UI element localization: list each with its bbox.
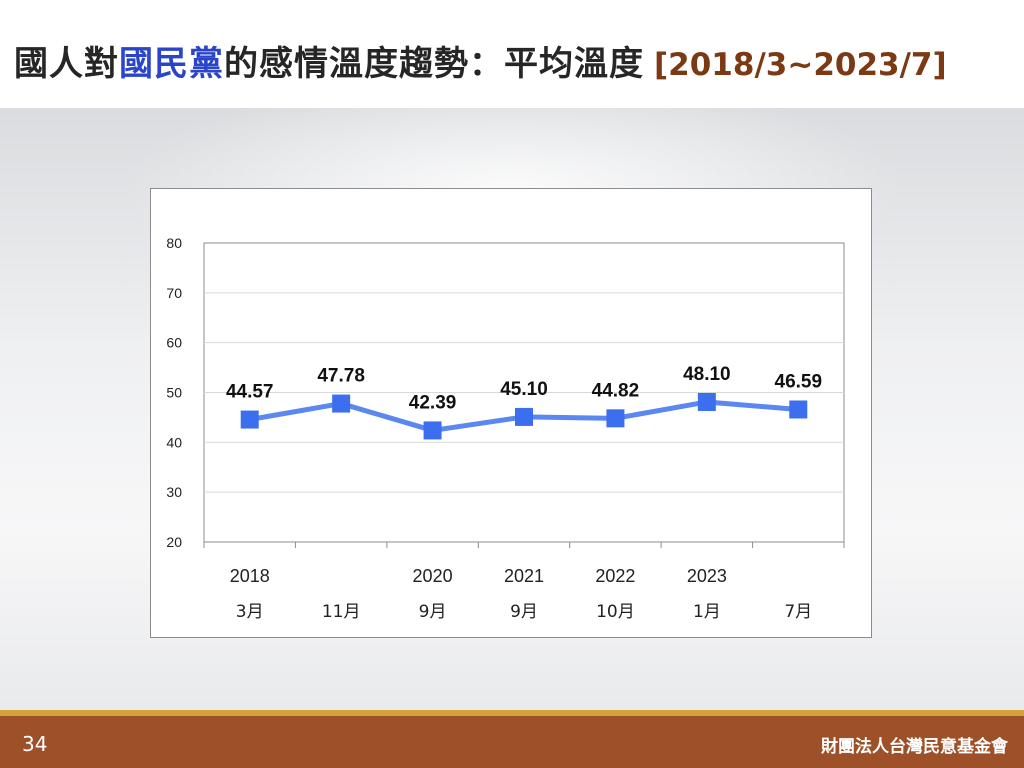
header: 國人對國民黨的感情溫度趨勢：平均溫度 [2018/3~2023/7] [0, 0, 1024, 108]
data-label: 47.78 [317, 366, 365, 387]
line-chart: 20 30 40 50 60 70 80 2018 3月 11月 2020 9月 2021 9月 2022 1… [166, 235, 845, 622]
x-tick-year: 2018 [230, 566, 270, 586]
data-label: 48.10 [683, 364, 731, 385]
page-number: 34 [22, 732, 48, 756]
y-tick-label: 40 [166, 434, 182, 450]
title-party-name: 國民黨 [119, 44, 224, 84]
x-tick-year: 2021 [504, 566, 544, 586]
x-tick-month: 9月 [510, 602, 538, 622]
data-point [606, 409, 625, 428]
y-tick-label: 50 [166, 385, 182, 401]
y-tick-label: 20 [166, 534, 182, 550]
data-label: 45.10 [500, 379, 548, 400]
data-point [515, 407, 533, 426]
title-suffix: 的感情溫度趨勢：平均溫度 [224, 44, 644, 84]
y-tick-label: 60 [166, 335, 182, 351]
y-tick-label: 70 [166, 285, 182, 301]
y-tick-label: 80 [166, 235, 182, 251]
data-label: 46.59 [775, 371, 823, 392]
x-tick-month: 1月 [693, 602, 721, 622]
x-tick-month: 9月 [419, 602, 447, 622]
x-tick-year: 2022 [595, 566, 635, 586]
chart-panel: 20 30 40 50 60 70 80 2018 3月 11月 2020 9月 2021 9月 2022 1… [150, 188, 872, 638]
data-point [789, 400, 808, 419]
organization-name: 財團法人台灣民意基金會 [821, 737, 1008, 757]
title-prefix: 國人對 [14, 44, 119, 84]
data-label: 42.39 [409, 392, 457, 413]
data-point [423, 421, 442, 440]
x-tick-month: 11月 [322, 602, 361, 622]
footer: 34 財團法人台灣民意基金會 [0, 716, 1024, 768]
title-date-range: [2018/3~2023/7] [654, 47, 947, 83]
footer-rule [0, 710, 1024, 716]
x-tick-month: 10月 [596, 602, 635, 622]
data-point [240, 410, 259, 429]
x-tick-month: 7月 [784, 602, 812, 622]
x-tick-year: 2023 [687, 566, 727, 586]
y-tick-label: 30 [166, 484, 182, 500]
data-point [697, 392, 716, 411]
x-tick-year: 2020 [413, 566, 453, 586]
data-label: 44.57 [226, 382, 274, 403]
x-tick-month: 3月 [236, 602, 264, 622]
data-point [332, 394, 351, 413]
page-title: 國人對國民黨的感情溫度趨勢：平均溫度 [2018/3~2023/7] [14, 36, 947, 85]
data-label: 44.82 [592, 380, 640, 401]
